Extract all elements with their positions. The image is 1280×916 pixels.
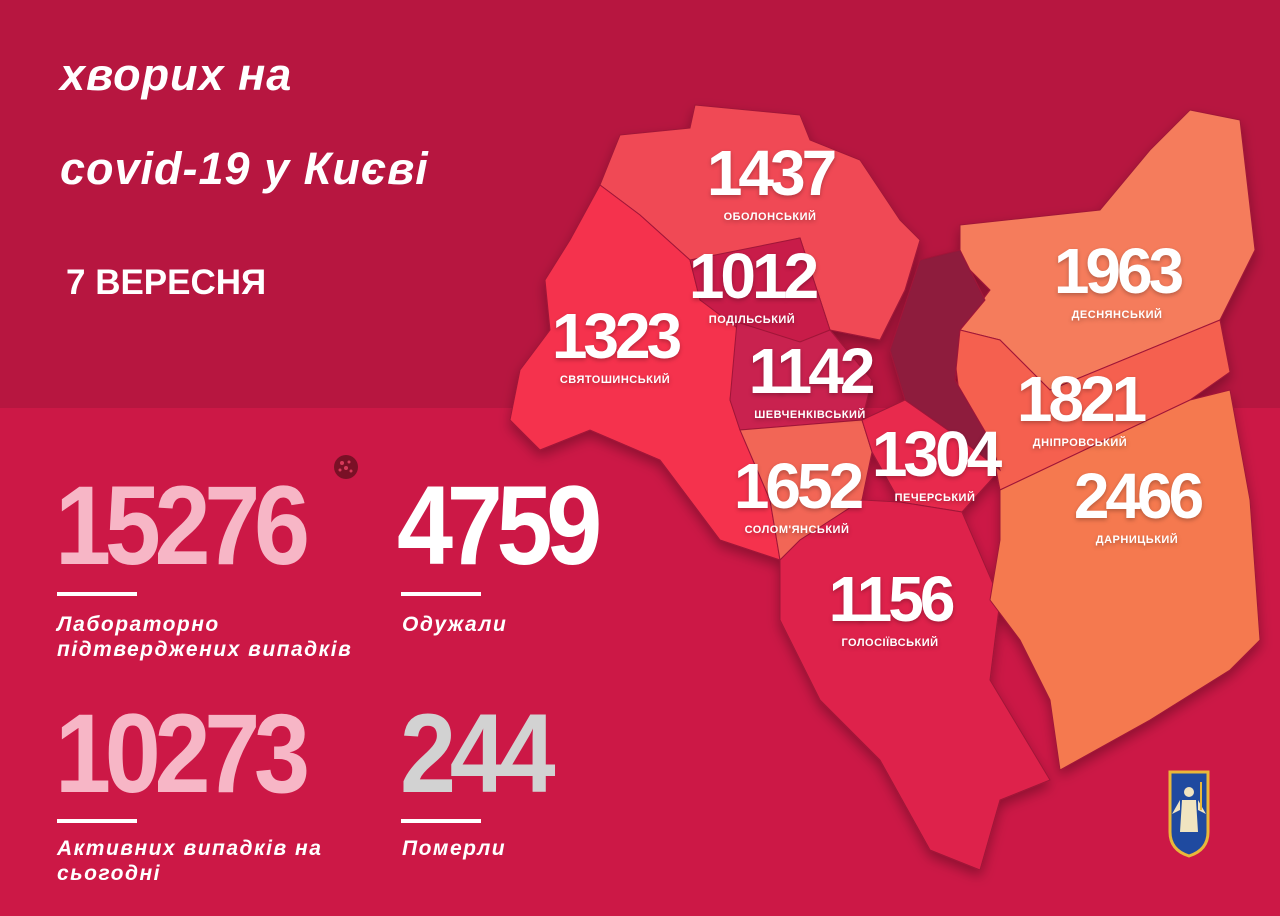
stat-confirmed-label: Лабораторно підтверджених випадків [57,613,353,661]
district-value: 1821 [1016,363,1147,435]
report-date: 7 ВЕРЕСНЯ [66,263,267,302]
district-label-podilskyi: 1012 ПОДІЛЬСЬКИЙ [688,239,819,327]
divider [57,592,137,596]
stat-active-label: Активних випадків на сьогодні [57,837,323,885]
title-line-1: хворих на [60,49,293,100]
district-value: 1437 [706,137,837,209]
district-label-pecherskyi: 1304 ПЕЧЕРСЬКИЙ [871,417,1002,505]
district-name: ШЕВЧЕНКІВСЬКИЙ [754,409,866,421]
district-value: 2466 [1073,460,1204,532]
district-value: 1142 [748,335,876,407]
district-name: ДАРНИЦЬКИЙ [1095,534,1179,546]
district-value: 1963 [1053,235,1184,307]
district-name: СОЛОМ'ЯНСЬКИЙ [744,524,850,536]
stat-active-value: 10273 [55,691,310,816]
stat-deaths-label: Померли [402,837,507,860]
divider [401,592,481,596]
district-label-solomianskyi: 1652 СОЛОМ'ЯНСЬКИЙ [733,449,864,537]
stat-recovered-label: Одужали [402,613,508,636]
district-name: ГОЛОСІЇВСЬКИЙ [841,637,939,649]
stat-recovered-value: 4759 [397,463,602,588]
kyiv-coat-of-arms-icon [1168,770,1210,858]
district-name: ДНІПРОВСЬКИЙ [1032,437,1128,449]
district-label-sviatoshynskyi: 1323 СВЯТОШИНСЬКИЙ [551,299,682,387]
district-label-dniprovskyi: 1821 ДНІПРОВСЬКИЙ [1016,362,1147,450]
stat-confirmed-value: 15276 [55,463,310,588]
district-label-holosiivskyi: 1156 ГОЛОСІЇВСЬКИЙ [828,562,956,650]
district-label-darnytskyi: 2466 ДАРНИЦЬКИЙ [1073,459,1204,547]
district-value: 1652 [733,450,864,522]
district-label-desnianskyi: 1963 ДЕСНЯНСЬКИЙ [1053,234,1184,322]
virus-icon [334,455,358,479]
district-name: СВЯТОШИНСЬКИЙ [559,374,671,386]
district-value: 1304 [871,418,1002,490]
district-name: ПОДІЛЬСЬКИЙ [708,314,796,326]
dnipro-river [889,249,1002,472]
district-shevchenkivskyi [729,321,873,431]
district-name: ОБОЛОНСЬКИЙ [723,211,817,223]
district-value: 1156 [828,563,956,635]
district-label-obolonskyi: 1437 ОБОЛОНСЬКИЙ [706,136,837,224]
title-line-2: covid-19 у Києві [60,143,429,194]
district-name: ПЕЧЕРСЬКИЙ [894,492,976,504]
district-value: 1012 [688,240,819,312]
district-holosiivskyi [779,499,1051,871]
district-name: ДЕСНЯНСЬКИЙ [1071,309,1163,321]
district-darnytskyi [989,389,1261,771]
district-label-shevchenkivskyi: 1142 ШЕВЧЕНКІВСЬКИЙ [748,334,876,422]
district-value: 1323 [551,300,682,372]
stat-deaths-value: 244 [400,691,556,816]
divider [401,819,481,823]
divider [57,819,137,823]
